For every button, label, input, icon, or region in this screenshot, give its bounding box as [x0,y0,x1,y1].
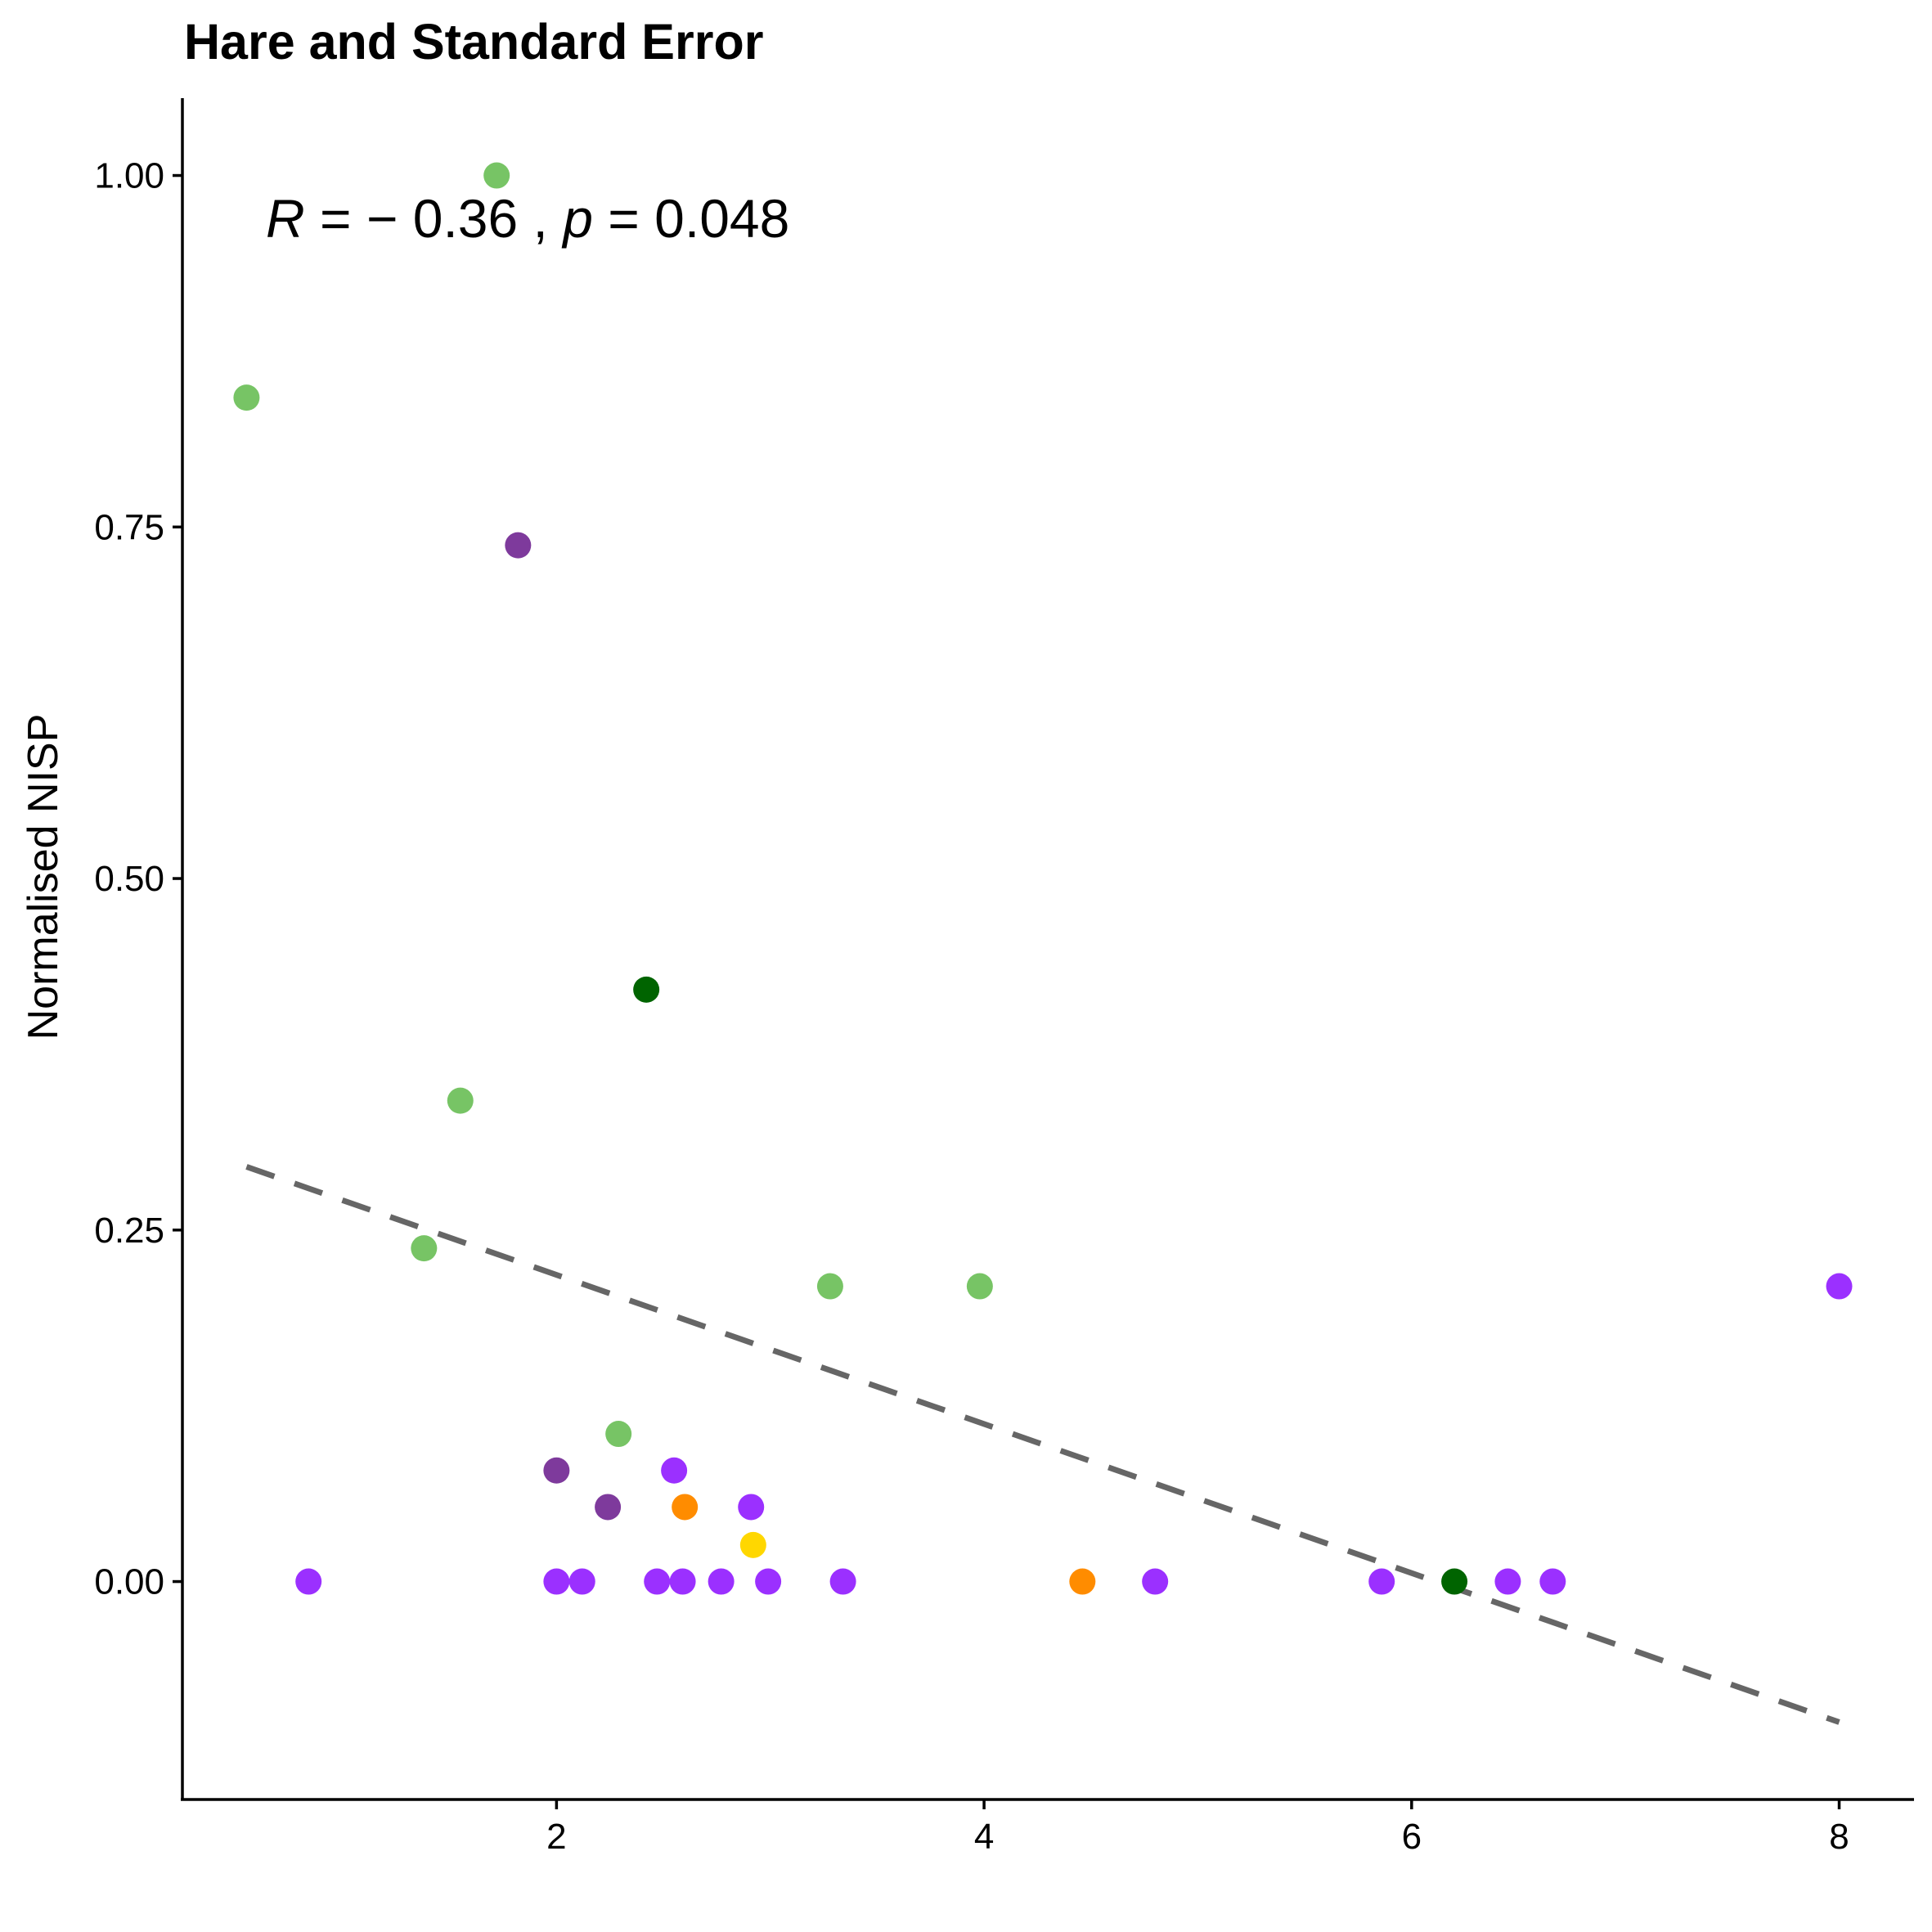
data-point [1441,1568,1468,1595]
data-point [595,1494,622,1521]
data-point [633,976,660,1003]
annotation-p-symbol: p [561,188,593,249]
data-point [568,1568,595,1595]
data-point [1069,1568,1096,1595]
data-point [605,1421,632,1448]
data-point [672,1494,699,1521]
data-point [739,1531,766,1558]
y-axis-label: Normalised NISP [20,714,67,1040]
data-point [483,162,510,189]
data-point [816,1273,843,1300]
y-tick-label: 1.00 [94,156,164,196]
y-tick-label: 0.00 [94,1562,164,1602]
data-point [829,1568,856,1595]
annotation-r-value: = − 0.36 , [305,188,564,249]
data-point [1494,1568,1521,1595]
trend-line [245,1164,1840,1725]
x-axis-ticks: 2 4 6 8 [546,1799,1849,1857]
y-tick-label: 0.25 [94,1211,164,1251]
data-point [708,1568,735,1595]
data-point [738,1494,765,1521]
data-point [411,1235,438,1262]
annotation-r-symbol: R [266,188,305,249]
data-point [233,384,260,411]
data-point [966,1273,993,1300]
data-point [644,1568,671,1595]
data-point [1826,1273,1853,1300]
x-tick-label: 6 [1402,1817,1422,1857]
data-point [295,1568,322,1595]
data-point [669,1568,696,1595]
annotation-p-value: = 0.048 [593,188,789,249]
data-point [1539,1568,1566,1595]
x-tick-label: 4 [974,1817,994,1857]
data-point [755,1568,782,1595]
data-point [543,1568,570,1595]
data-point [1368,1568,1395,1595]
chart-title: Hare and Standard Error [184,14,763,70]
data-point [447,1087,474,1114]
x-tick-label: 8 [1829,1817,1849,1857]
x-tick-label: 2 [546,1817,566,1857]
data-point [505,532,532,559]
data-points [233,162,1853,1595]
data-point [661,1457,688,1484]
data-point [543,1457,570,1484]
y-axis-ticks: 0.00 0.25 0.50 0.75 1.00 [94,156,182,1602]
data-point [1142,1568,1169,1595]
correlation-annotation: R = − 0.36 , p = 0.048 [266,188,789,249]
y-tick-label: 0.50 [94,859,164,899]
y-tick-label: 0.75 [94,507,164,547]
